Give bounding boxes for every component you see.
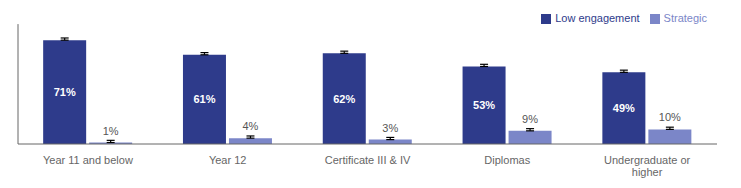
svg-text:Year 12: Year 12 bbox=[209, 154, 247, 166]
svg-text:3%: 3% bbox=[382, 122, 398, 134]
svg-text:71%: 71% bbox=[54, 86, 76, 98]
svg-text:53%: 53% bbox=[473, 99, 495, 111]
svg-text:61%: 61% bbox=[193, 93, 215, 105]
svg-text:62%: 62% bbox=[333, 93, 355, 105]
svg-text:4%: 4% bbox=[243, 120, 259, 132]
svg-text:10%: 10% bbox=[659, 111, 681, 123]
svg-text:1%: 1% bbox=[103, 125, 119, 137]
svg-text:Certificate III & IV: Certificate III & IV bbox=[325, 154, 411, 166]
html-text:Strategic: Strategic bbox=[663, 12, 707, 24]
svg-text:Diplomas: Diplomas bbox=[484, 154, 530, 166]
svg-text:Undergraduate orhigher: Undergraduate orhigher bbox=[604, 154, 691, 178]
svg-text:49%: 49% bbox=[613, 102, 635, 114]
svg-text:9%: 9% bbox=[522, 113, 538, 125]
html-text:Low engagement: Low engagement bbox=[555, 12, 640, 24]
svg-text:Year 11 and below: Year 11 and below bbox=[43, 154, 133, 166]
